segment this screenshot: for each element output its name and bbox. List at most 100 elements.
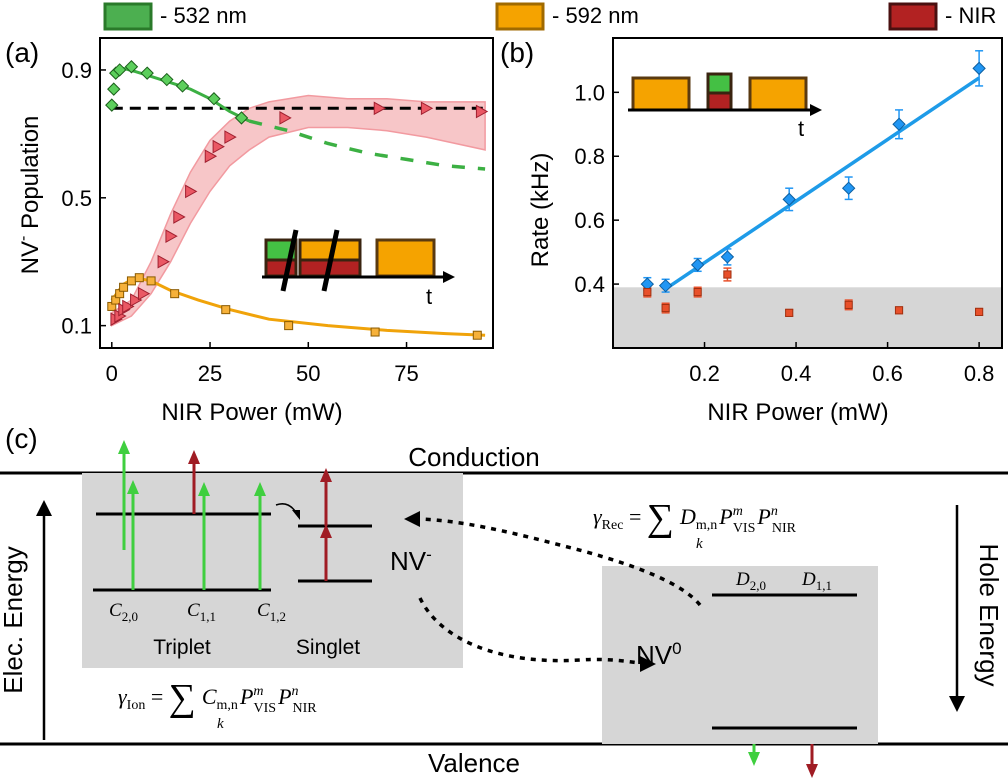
nir-data-point (157, 254, 170, 269)
legend-swatch-nir (888, 2, 938, 31)
orange-data-point (370, 327, 380, 337)
red-data-point (693, 287, 702, 297)
panel-b-label: (b) (500, 37, 534, 68)
nir-data-point (137, 286, 151, 301)
d20-label: D2,0 (735, 569, 766, 593)
panel-c: (c) Conduction Valence Elec. Energy Hole… (0, 423, 1008, 778)
triplet-label: Triplet (153, 636, 211, 659)
gamma-ion-equation: γIon = ∑ Cm,nPm VISPn NIR (118, 677, 317, 719)
legend-swatch-592 (495, 2, 545, 31)
valence-label: Valence (428, 748, 520, 778)
orange-data-point (119, 282, 129, 292)
panel-b-pulse-inset: t (628, 72, 822, 141)
blue-data-point (690, 258, 705, 272)
ionization-path (418, 597, 641, 665)
recombination-arrowhead (404, 511, 420, 527)
legend-swatch-532 (103, 2, 153, 31)
x-tick-label: 0.4 (781, 361, 812, 386)
blue-data-point (782, 192, 796, 207)
x-tick-label: 0.2 (689, 361, 720, 386)
blue-data-point (892, 117, 906, 131)
c11-label: C1,1 (187, 600, 216, 624)
pulse-orange-init (631, 76, 691, 112)
gamma-rec-equation: γRec = ∑ Dm,nPm VISPn NIR (593, 497, 797, 539)
green-data-point (105, 98, 119, 112)
panel-a: (a) 0 25 50 75 0.1 0.5 0.9 NIR Power (mW) NV-… (5, 37, 494, 426)
panel-c-label: (c) (5, 423, 38, 454)
blue-data-point (841, 181, 856, 195)
legend: - 532 nm - 592 nm - NIR (103, 2, 996, 31)
nv-minus-label: NV- (390, 545, 432, 576)
time-arrow-b (810, 104, 822, 116)
c12-label: C1,2 (257, 600, 286, 624)
hole-energy-arrowhead (949, 696, 965, 712)
nir-data-point (279, 111, 292, 125)
pulse-nir-b2 (706, 91, 733, 112)
nir-data-point (420, 101, 434, 116)
break-mark-2 (321, 229, 340, 292)
green-excitation-arrow-head (254, 482, 266, 496)
panel-a-x-axis-label: NIR Power (mW) (161, 399, 342, 426)
panel-b-plot-area (613, 50, 1002, 348)
y-tick-label: 0.5 (61, 186, 92, 211)
panel-b-y-ticks: 0.4 0.6 0.8 1.0 (574, 80, 619, 297)
panel-b-x-ticks: 0.2 0.4 0.6 0.8 (689, 342, 994, 386)
orange-data-point (134, 273, 144, 283)
nir-ionization-arrow-head (188, 450, 200, 464)
nir-data-point (130, 293, 143, 307)
green-excitation-arrow-head (127, 480, 139, 494)
break-mark-1 (280, 229, 299, 292)
singlet-label: Singlet (296, 636, 360, 659)
green-data-point (107, 82, 121, 96)
green-data-point (160, 72, 174, 87)
panel-a-label: (a) (5, 37, 39, 68)
green-data-point (124, 60, 139, 74)
legend-label-nir: - NIR (945, 3, 996, 28)
orange-data-point (170, 289, 180, 299)
y-tick-label: 0.4 (574, 272, 605, 297)
panel-a-x-ticks: 0 25 50 75 (106, 342, 419, 386)
y-tick-label: 0.1 (61, 314, 92, 339)
elec-energy-label: Elec. Energy (0, 546, 28, 693)
isc-arrowhead (292, 510, 300, 520)
green-fit-line (111, 66, 250, 123)
nir-singlet-arrow-head (320, 524, 332, 538)
legend-label-592: - 592 nm (552, 3, 639, 28)
red-data-point (643, 287, 652, 297)
x-tick-label: 0.6 (872, 361, 903, 386)
x-tick-label: 25 (198, 361, 222, 386)
red-data-point (661, 303, 670, 313)
y-tick-label: 0.6 (574, 208, 605, 233)
green-data-point (112, 63, 127, 77)
x-tick-label: 50 (296, 361, 320, 386)
orange-data-point (146, 276, 156, 286)
time-arrow (443, 271, 455, 283)
panel-b-y-axis-label: Rate (kHz) (527, 153, 554, 268)
conduction-label: Conduction (408, 442, 540, 472)
hole-energy-label: Hole Energy (974, 543, 1004, 686)
orange-data-point (284, 321, 294, 331)
background-rate-region (613, 287, 1002, 348)
blue-data-point (658, 278, 673, 293)
panel-a-y-axis-label: NV- Population (15, 116, 44, 275)
x-tick-label: 0.8 (964, 361, 995, 386)
time-label-b: t (798, 116, 804, 141)
d11-label: D1,1 (801, 569, 832, 593)
blue-data-point (972, 61, 986, 76)
red-data-point (723, 270, 732, 279)
nv-minus-box (82, 473, 463, 668)
recombination-path (417, 517, 702, 607)
nir-data-point (204, 149, 218, 164)
legend-label-532: - 532 nm (160, 3, 247, 28)
pulse-orange-read (375, 238, 436, 278)
pulse-orange-readout (748, 76, 808, 112)
nir-data-point (224, 130, 237, 144)
nir-data-point (373, 101, 387, 116)
ionization-arrowhead (640, 656, 656, 672)
blue-data-point (720, 250, 735, 264)
green-nv0-arrow-head (748, 752, 760, 766)
panel-b-frame (612, 37, 1003, 349)
nir-data-point (212, 139, 225, 154)
y-tick-label: 0.9 (61, 58, 92, 83)
